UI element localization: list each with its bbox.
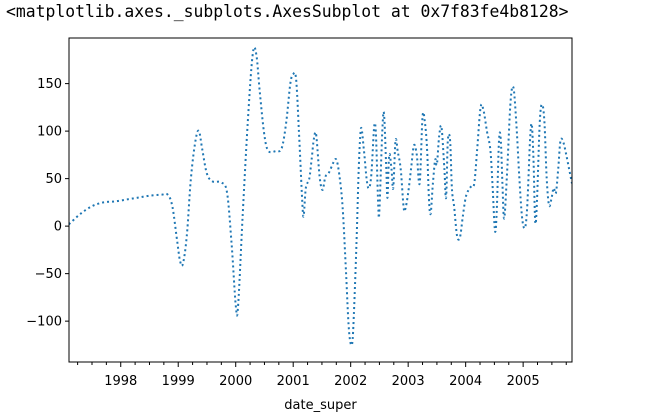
plot-area bbox=[69, 46, 572, 347]
y-tick-label: 0 bbox=[54, 220, 62, 235]
y-tick-label: −100 bbox=[26, 315, 62, 330]
y-tick-label: 100 bbox=[37, 125, 62, 140]
cell-output-text: <matplotlib.axes._subplots.AxesSubplot a… bbox=[6, 2, 569, 21]
x-tick-label: 2001 bbox=[277, 374, 310, 389]
x-tick-label: 1999 bbox=[162, 374, 195, 389]
x-tick-label: 2003 bbox=[392, 374, 425, 389]
y-tick-label: −50 bbox=[35, 267, 62, 282]
x-axis-label: date_super bbox=[284, 398, 357, 413]
axes: 150 100 50 0 −50 −100 1998 1999 2000 2001 2002 2003… bbox=[26, 37, 573, 413]
axes-frame bbox=[68, 37, 573, 363]
x-tick-label: 2002 bbox=[334, 374, 367, 389]
x-tick-label: 1998 bbox=[104, 374, 137, 389]
x-tick-label: 2004 bbox=[449, 374, 482, 389]
x-tick-label: 2005 bbox=[507, 374, 540, 389]
x-tick-label: 2000 bbox=[219, 374, 252, 389]
series-line-0 bbox=[69, 46, 572, 347]
y-tick-label: 150 bbox=[37, 77, 62, 92]
y-tick-label: 50 bbox=[45, 172, 62, 187]
